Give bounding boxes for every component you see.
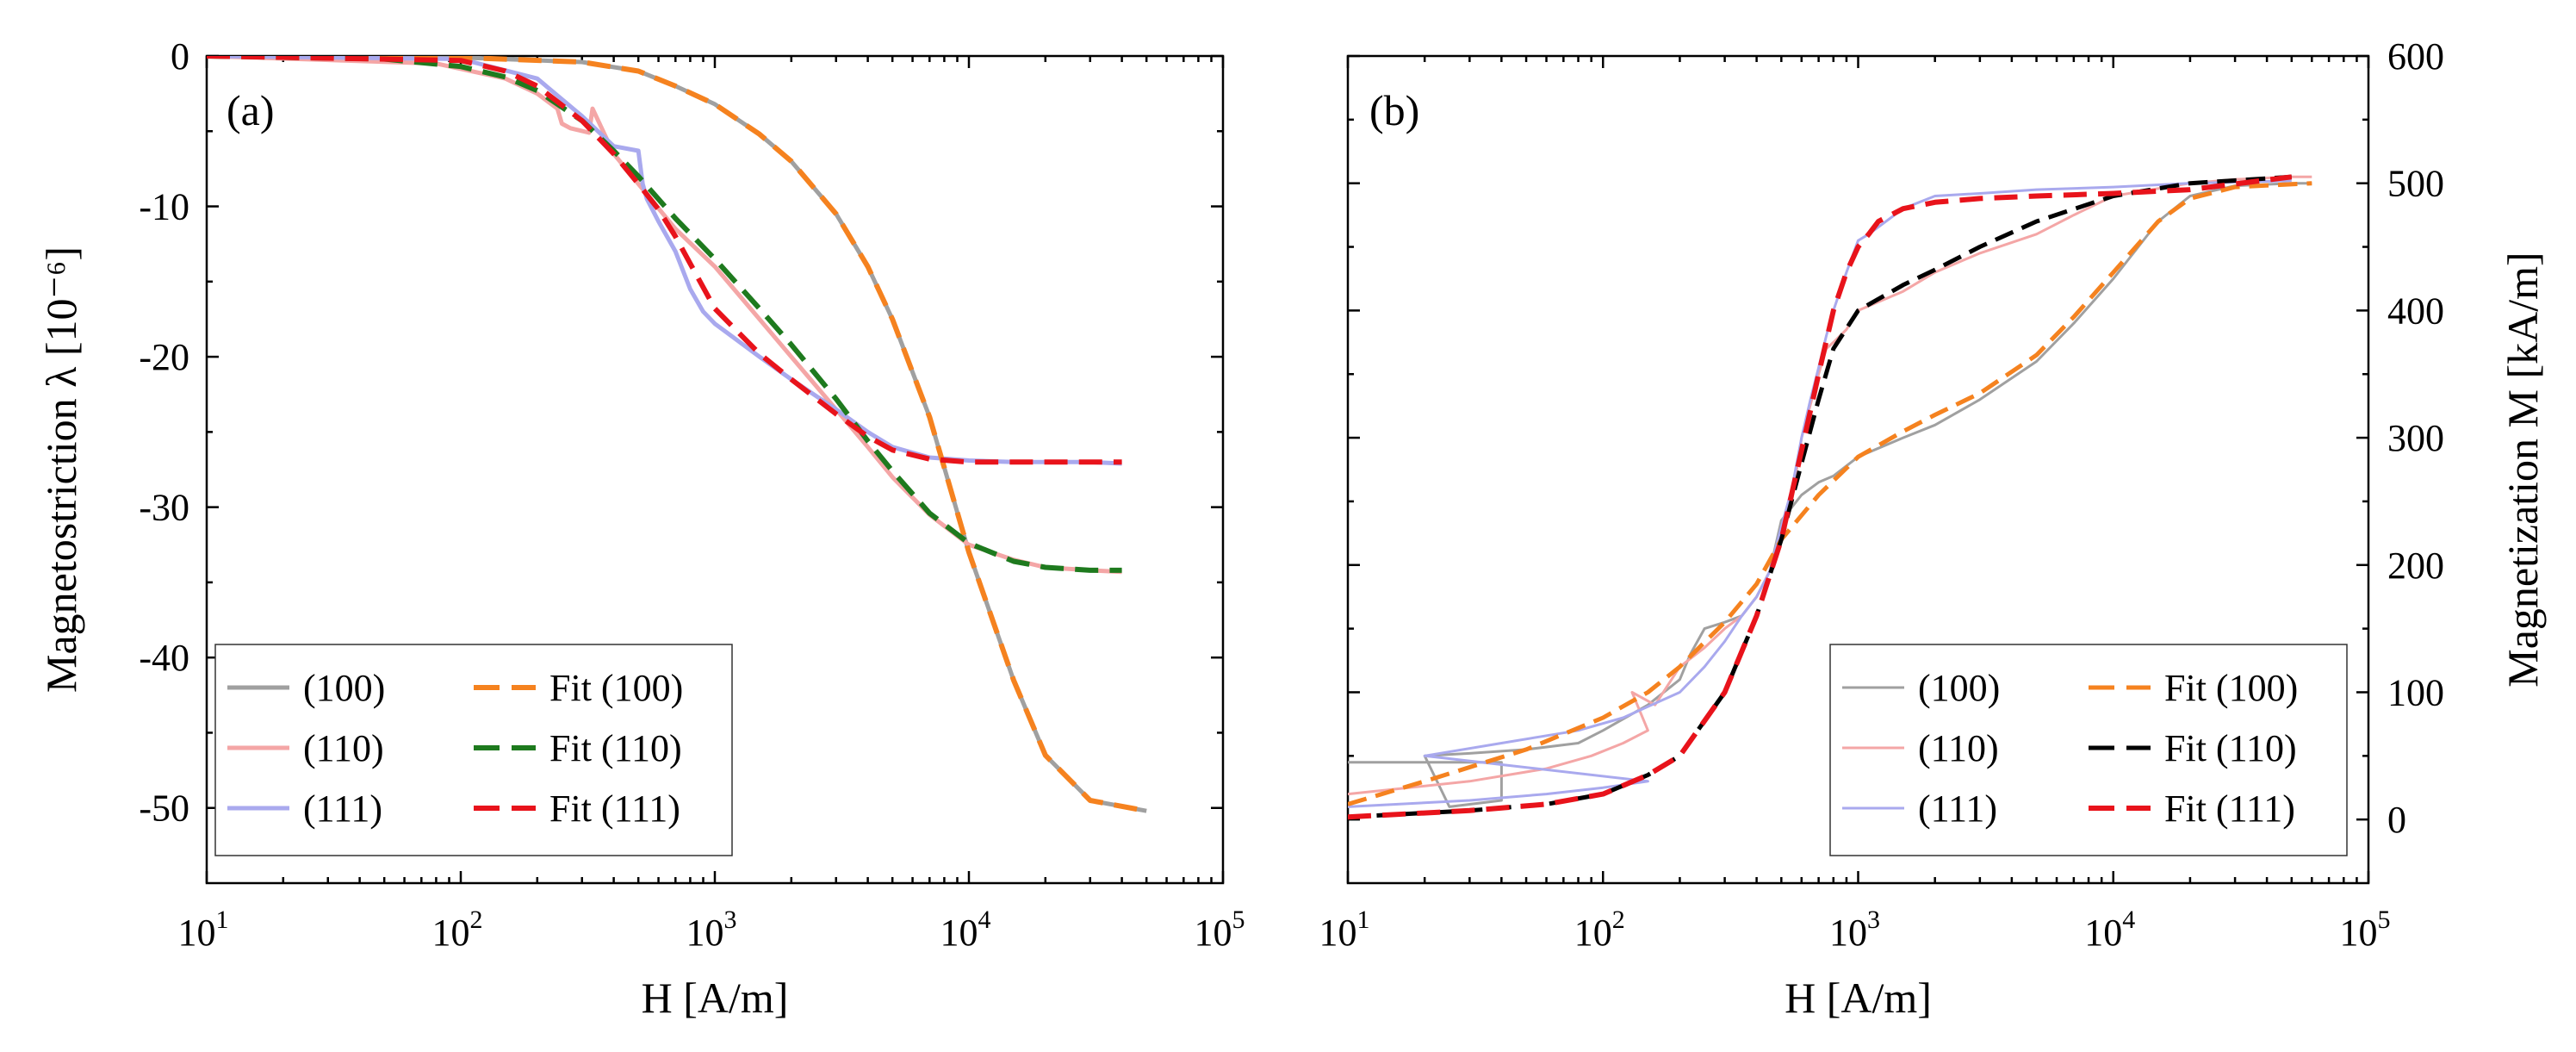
legend-label: (110)	[303, 727, 384, 769]
series-line-fit-100	[1348, 181, 2312, 806]
legend-label: Fit (110)	[549, 727, 682, 769]
x-tick-exponent: 1	[1357, 906, 1370, 934]
x-tick-label: 103	[686, 906, 737, 954]
x-tick-exponent: 1	[216, 906, 229, 934]
legend-label: Fit (110)	[2164, 727, 2297, 769]
series-line-111	[1348, 179, 2292, 808]
x-tick-base: 10	[940, 912, 978, 954]
y-tick-label: -10	[139, 186, 189, 228]
series-group	[1348, 174, 2312, 820]
x-tick-base: 10	[686, 912, 724, 954]
x-axis-title: H [A/m]	[642, 974, 789, 1022]
y-tick-label: 600	[2387, 35, 2444, 78]
series-line-fit-110	[207, 56, 1122, 573]
series-line-111	[207, 56, 1122, 466]
series-line-fit-111	[207, 56, 1122, 465]
x-tick-exponent: 3	[1867, 906, 1880, 934]
x-tick-exponent: 4	[2122, 906, 2135, 934]
x-tick-label: 103	[1829, 906, 1880, 954]
x-tick-base: 10	[432, 912, 470, 954]
y-tick-label: 0	[171, 35, 189, 78]
x-tick-base: 10	[1574, 912, 1612, 954]
legend-label: (111)	[303, 787, 382, 830]
legend: (100) (110) (111) Fit (100) Fit (110) Fit (11…	[214, 644, 733, 856]
x-tick-base: 10	[2084, 912, 2122, 954]
y-tick-label: 300	[2387, 417, 2444, 459]
legend-label: Fit (100)	[2164, 667, 2298, 709]
x-tick-label: 104	[2084, 906, 2135, 954]
legend: (100) (110) (111) Fit (100) Fit (110) Fit (11…	[1829, 644, 2348, 856]
x-tick-base: 10	[1195, 912, 1232, 954]
y-tick-label: -30	[139, 487, 189, 529]
series-line-110	[207, 56, 1122, 575]
x-tick-exponent: 2	[1612, 906, 1625, 934]
legend-label: (110)	[1918, 727, 1999, 769]
x-tick-base: 10	[2340, 912, 2378, 954]
x-tick-base: 10	[1319, 912, 1357, 954]
x-tick-label: 104	[940, 906, 991, 954]
series-line-fit-111	[1348, 174, 2293, 820]
x-tick-base: 10	[1829, 912, 1867, 954]
x-tick-label: 105	[2340, 906, 2391, 954]
x-tick-label: 102	[1574, 906, 1625, 954]
x-tick-exponent: 4	[978, 906, 991, 934]
legend-label: Fit (111)	[2164, 787, 2295, 830]
y-tick-label: 500	[2387, 163, 2444, 205]
x-tick-label: 102	[432, 906, 483, 954]
y-tick-label: -20	[139, 336, 189, 378]
x-tick-label: 101	[1319, 906, 1370, 954]
legend-label: Fit (111)	[549, 787, 680, 830]
legend-label: Fit (100)	[549, 667, 683, 709]
y-tick-label: 100	[2387, 671, 2444, 713]
x-axis-title: H [A/m]	[1785, 974, 1932, 1022]
x-tick-exponent: 2	[470, 906, 483, 934]
y-tick-label: -40	[139, 637, 189, 679]
y-axis-title: Magnetostriction λ [10⁻⁶]	[37, 246, 85, 693]
series-group	[207, 56, 1147, 814]
x-tick-exponent: 3	[724, 906, 737, 934]
x-tick-exponent: 5	[1232, 906, 1245, 934]
y-tick-label: 0	[2387, 799, 2406, 841]
legend-label: (100)	[303, 667, 385, 709]
y-axis-title: Magnetization M [kA/m]	[2498, 252, 2547, 687]
x-tick-label: 101	[178, 906, 229, 954]
x-tick-exponent: 5	[2378, 906, 2391, 934]
legend-label: (100)	[1918, 667, 2000, 709]
panel-label: (a)	[227, 86, 275, 134]
legend-label: (111)	[1918, 787, 1997, 830]
panel-label: (b)	[1369, 86, 1419, 134]
x-tick-base: 10	[178, 912, 216, 954]
y-tick-label: -50	[139, 787, 189, 830]
y-tick-label: 400	[2387, 289, 2444, 332]
y-tick-label: 200	[2387, 545, 2444, 587]
series-line-fit-100	[207, 56, 1147, 814]
x-tick-label: 105	[1195, 906, 1245, 954]
